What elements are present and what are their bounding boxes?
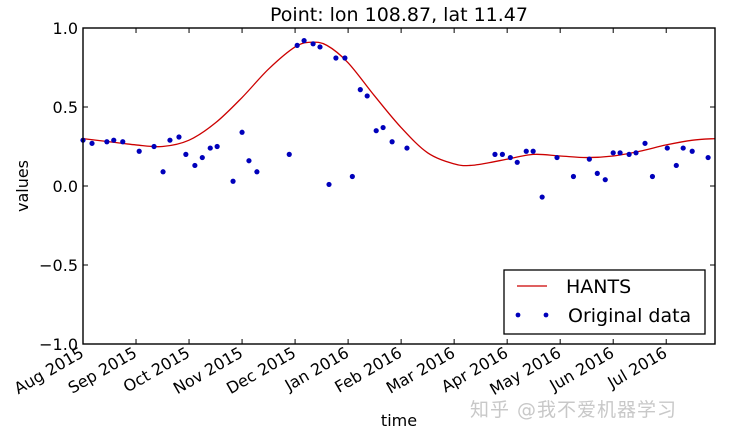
chart-title: Point: lon 108.87, lat 11.47: [270, 4, 528, 26]
y-tick-label: −0.5: [39, 256, 78, 275]
data-point: [633, 150, 639, 156]
data-point: [349, 173, 355, 180]
data-point: [160, 169, 166, 175]
data-point: [664, 145, 670, 151]
data-point: [617, 150, 623, 156]
data-point: [539, 194, 545, 200]
data-point: [183, 151, 189, 157]
data-point: [689, 148, 695, 154]
data-point: [530, 148, 536, 154]
data-point: [649, 173, 656, 180]
data-point: [104, 139, 110, 145]
y-tick-label: −1.0: [39, 335, 78, 354]
y-axis-label: values: [13, 160, 32, 212]
data-point: [554, 154, 560, 161]
data-point: [239, 129, 245, 135]
data-point: [246, 158, 252, 164]
data-point: [389, 139, 395, 145]
y-tick-label: 1.0: [53, 19, 78, 38]
data-point: [176, 134, 182, 140]
data-point: [301, 38, 307, 44]
data-point: [151, 143, 157, 150]
data-point: [492, 151, 498, 157]
data-point: [111, 137, 117, 143]
legend-original-label: Original data: [568, 305, 691, 327]
data-point: [120, 139, 126, 145]
data-point: [317, 44, 323, 50]
legend-hants-label: HANTS: [566, 276, 631, 298]
data-point: [89, 140, 95, 146]
data-point: [214, 143, 220, 150]
data-point: [523, 148, 529, 154]
data-point: [136, 148, 142, 154]
y-tick-label: 0.0: [53, 177, 78, 196]
data-point: [199, 154, 205, 161]
data-point: [373, 128, 379, 134]
data-point: [380, 124, 386, 131]
data-point: [570, 173, 577, 180]
legend: HANTS Original data: [503, 269, 706, 335]
data-point: [357, 87, 363, 93]
data-point: [594, 170, 600, 176]
hants-curve: [82, 41, 716, 167]
data-point: [602, 177, 608, 183]
data-point: [642, 140, 648, 146]
data-point: [286, 151, 292, 157]
data-point: [514, 159, 520, 165]
data-point: [167, 137, 173, 143]
data-point: [680, 145, 686, 151]
data-point: [364, 93, 370, 99]
x-axis-label: time: [381, 411, 417, 430]
data-point: [192, 162, 198, 169]
data-point: [586, 156, 592, 162]
data-point: [705, 154, 711, 161]
data-point: [404, 145, 410, 151]
watermark: 知乎 @我不爱机器学习: [470, 399, 678, 421]
data-point: [610, 150, 616, 156]
data-point: [310, 41, 316, 47]
data-point: [507, 154, 513, 161]
data-point: [230, 178, 236, 184]
data-point: [342, 55, 348, 61]
data-point: [294, 42, 300, 48]
y-tick-label: 0.5: [53, 98, 78, 117]
data-point: [254, 169, 260, 175]
data-point: [333, 55, 339, 61]
data-point: [673, 162, 679, 169]
legend-dot-icon: [543, 312, 549, 318]
x-tick-label: Jul 2016: [603, 343, 670, 393]
data-point: [326, 181, 332, 188]
legend-dot-icon: [515, 312, 521, 318]
data-point: [626, 151, 632, 157]
data-point: [207, 145, 213, 151]
data-point: [499, 151, 505, 157]
